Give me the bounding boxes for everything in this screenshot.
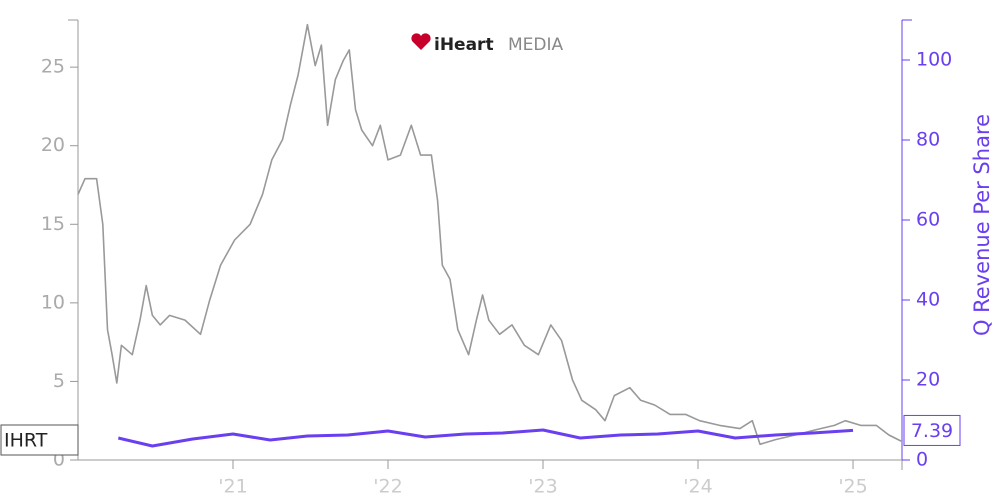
- ticker-label: IHRT: [0, 424, 79, 456]
- y2-tick-label: 20: [916, 369, 940, 391]
- x-tick-label: '24: [683, 476, 712, 498]
- last-value-label: 7.39: [903, 414, 961, 446]
- y-tick-label: 20: [41, 134, 65, 156]
- y-tick-label: 10: [41, 291, 65, 313]
- y2-tick-label: 60: [916, 209, 940, 231]
- last-value-box: [903, 414, 961, 446]
- y2-tick-label: 100: [916, 49, 952, 71]
- x-tick-label: '23: [528, 476, 557, 498]
- x-tick-label: '22: [373, 476, 402, 498]
- y2-axis-label: Q Revenue Per Share: [970, 114, 994, 336]
- last-value-text: 7.39: [911, 420, 953, 442]
- y-tick-label: 25: [41, 56, 65, 78]
- y-tick-label: 15: [41, 213, 65, 235]
- ticker-box: [0, 424, 79, 456]
- logo-heart: [411, 33, 431, 50]
- y2-tick-label: 80: [916, 129, 940, 151]
- series-line: [77, 23, 902, 446]
- y-tick-label: 5: [53, 370, 65, 392]
- y2-tick-label: 40: [916, 289, 940, 311]
- x-tick-label: '21: [218, 476, 247, 498]
- logo-suffix: MEDIA: [508, 35, 564, 55]
- ticker-text: IHRT: [4, 430, 48, 452]
- x-tick-label: '25: [838, 476, 867, 498]
- series-line: [117, 428, 854, 448]
- y2-tick-label: 0: [916, 449, 928, 471]
- logo-brand: iHeart: [434, 35, 494, 55]
- logo: iHeart MEDIA: [411, 33, 564, 55]
